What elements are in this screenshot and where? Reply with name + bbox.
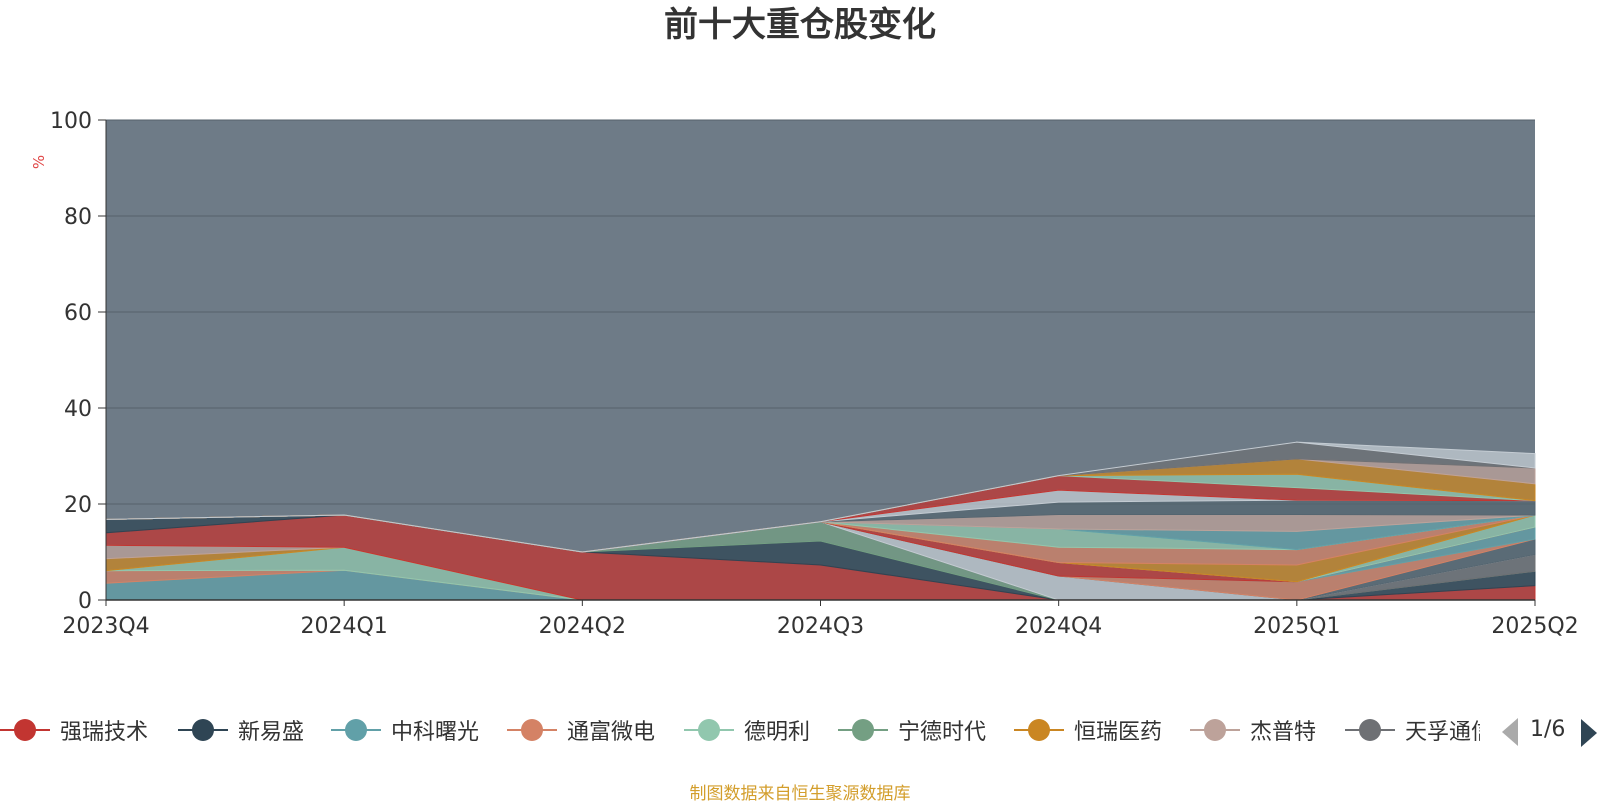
y-tick-label: 40 (64, 397, 92, 422)
y-tick-label: 20 (64, 493, 92, 518)
legend-marker-icon (178, 710, 228, 750)
y-tick-label: 0 (78, 589, 92, 614)
chart-title: 前十大重仓股变化 (664, 5, 936, 45)
legend-marker-icon (0, 710, 50, 750)
legend-label: 通富微电 (567, 720, 656, 745)
legend-label: 新易盛 (238, 720, 305, 745)
y-tick-label: 80 (64, 205, 92, 230)
legend-label: 强瑞技术 (60, 720, 149, 745)
legend-item[interactable]: 强瑞技术 (0, 710, 148, 750)
stacked-area-chart: 0 20 40 60 80 100 2023Q4 2024Q1 2024Q2 2024Q3 2024… (30, 109, 1579, 639)
legend-label: 恒瑞医药 (1074, 720, 1163, 745)
legend-item[interactable]: 德明利 (684, 710, 810, 750)
legend-marker-icon (1014, 710, 1064, 750)
legend-marker-icon (331, 710, 381, 750)
x-tick-label: 2025Q1 (1253, 614, 1340, 639)
legend-item[interactable]: 恒瑞医药 (1014, 710, 1162, 750)
legend-label: 德明利 (744, 720, 811, 745)
legend-label: 宁德时代 (898, 720, 987, 745)
legend-marker-icon (838, 710, 888, 750)
source-note: 制图数据来自恒生聚源数据库 (689, 784, 911, 804)
legend-label: 天孚通信 (1405, 720, 1480, 745)
legend-marker-icon (1345, 710, 1395, 750)
legend: 强瑞技术 新易盛 中科曙光 通富微电 德明利 宁德时代 恒瑞医药 杰普特 天孚通信 (0, 710, 1480, 750)
y-tick-label: 60 (64, 301, 92, 326)
legend-label: 中科曙光 (391, 720, 480, 745)
legend-marker-icon (507, 710, 557, 750)
legend-marker-icon (684, 710, 734, 750)
legend-item[interactable]: 宁德时代 (838, 710, 986, 750)
x-tick-label: 2024Q4 (1015, 614, 1102, 639)
legend-item[interactable]: 天孚通信 (1345, 710, 1480, 750)
y-tick-label: 100 (50, 109, 92, 134)
legend-item[interactable]: 新易盛 (178, 710, 304, 750)
x-tick-label: 2025Q2 (1491, 614, 1578, 639)
legend-item[interactable]: 杰普特 (1190, 710, 1316, 750)
x-tick-label: 2024Q2 (539, 614, 626, 639)
x-tick-label: 2024Q3 (777, 614, 864, 639)
x-tick-label: 2024Q1 (301, 614, 388, 639)
legend-label: 杰普特 (1250, 720, 1317, 745)
legend-item[interactable]: 通富微电 (507, 710, 655, 750)
axes: 0 20 40 60 80 100 2023Q4 2024Q1 2024Q2 2024Q3 2024… (50, 109, 1579, 639)
pager-next-icon[interactable] (1581, 719, 1597, 747)
pager-text: 1/6 (1530, 717, 1566, 742)
y-axis-label: % (30, 155, 48, 169)
pager-prev-icon[interactable] (1502, 718, 1518, 746)
legend-pager: 1/6 (1495, 715, 1600, 750)
series-area (105, 441, 1536, 553)
legend-item[interactable]: 中科曙光 (331, 710, 479, 750)
x-tick-label: 2023Q4 (62, 614, 149, 639)
legend-marker-icon (1190, 710, 1240, 750)
